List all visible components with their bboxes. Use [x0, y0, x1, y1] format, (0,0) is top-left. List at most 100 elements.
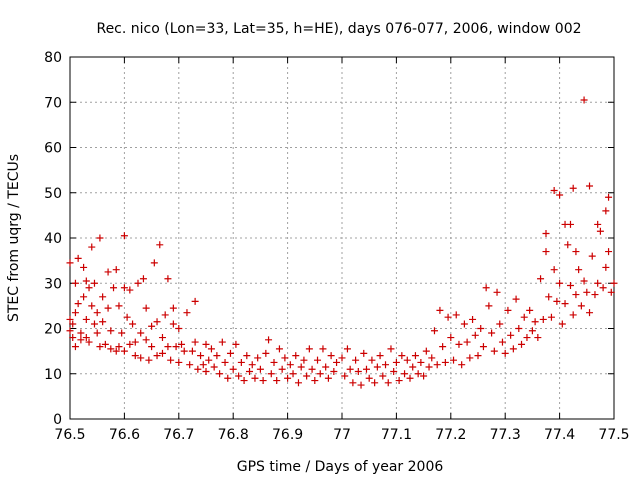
data-points	[66, 96, 618, 389]
data-point	[444, 313, 452, 321]
data-point	[466, 354, 474, 362]
data-point	[531, 318, 539, 326]
x-tick-label: 77.1	[381, 427, 412, 443]
data-point	[197, 352, 205, 360]
data-point	[518, 340, 526, 348]
data-point	[101, 340, 109, 348]
data-point	[558, 320, 566, 328]
data-point	[305, 345, 313, 353]
x-tick-label: 77	[333, 427, 351, 443]
data-point	[371, 379, 379, 387]
x-tick-label: 77.4	[544, 427, 575, 443]
data-point	[96, 234, 104, 242]
data-point	[605, 193, 613, 201]
data-point	[341, 372, 349, 380]
data-point	[66, 315, 74, 323]
data-point	[577, 302, 585, 310]
data-point	[90, 279, 98, 287]
data-point	[509, 345, 517, 353]
data-point	[96, 343, 104, 351]
data-point	[569, 184, 577, 192]
data-point	[267, 370, 275, 378]
data-point	[131, 338, 139, 346]
data-point	[566, 282, 574, 290]
data-point	[142, 304, 150, 312]
data-point	[278, 365, 286, 373]
data-point	[77, 336, 85, 344]
data-point	[349, 379, 357, 387]
data-point	[373, 363, 381, 371]
data-point	[224, 374, 232, 382]
data-point	[507, 331, 515, 339]
data-point	[164, 343, 172, 351]
data-point	[428, 354, 436, 362]
y-tick-label: 40	[44, 231, 62, 247]
data-point	[153, 318, 161, 326]
data-point	[120, 284, 128, 292]
data-point	[126, 340, 134, 348]
data-point	[504, 306, 512, 314]
data-point	[496, 320, 504, 328]
data-point	[292, 352, 300, 360]
data-point	[409, 363, 417, 371]
data-point	[175, 358, 183, 366]
data-point	[479, 343, 487, 351]
data-point	[180, 347, 188, 355]
data-point	[354, 367, 362, 375]
data-point	[120, 232, 128, 240]
x-tick-label: 77.3	[490, 427, 521, 443]
data-point	[398, 352, 406, 360]
data-point	[411, 352, 419, 360]
data-point	[256, 365, 264, 373]
y-tick-label: 10	[44, 367, 62, 383]
data-point	[251, 374, 259, 382]
data-point	[71, 343, 79, 351]
data-point	[569, 311, 577, 319]
axis-ticks	[69, 56, 615, 420]
data-point	[107, 345, 115, 353]
data-point	[420, 372, 428, 380]
data-point	[575, 266, 583, 274]
data-point	[246, 367, 254, 375]
data-point	[115, 302, 123, 310]
data-point	[80, 263, 88, 271]
data-point	[474, 352, 482, 360]
data-point	[566, 220, 574, 228]
data-point	[556, 191, 564, 199]
data-point	[126, 286, 134, 294]
y-tick-label: 0	[53, 412, 62, 428]
data-point	[439, 343, 447, 351]
data-point	[281, 354, 289, 362]
data-point	[594, 220, 602, 228]
data-point	[164, 275, 172, 283]
data-point	[583, 288, 591, 296]
data-point	[172, 343, 180, 351]
data-point	[303, 372, 311, 380]
data-point	[542, 229, 550, 237]
data-point	[469, 315, 477, 323]
data-point	[259, 377, 267, 385]
data-point	[273, 377, 281, 385]
data-point	[488, 329, 496, 337]
data-point	[191, 338, 199, 346]
data-point	[572, 248, 580, 256]
data-point	[490, 347, 498, 355]
y-tick-label: 70	[44, 95, 62, 111]
data-point	[286, 361, 294, 369]
data-point	[300, 356, 308, 364]
data-point	[188, 347, 196, 355]
data-point	[314, 356, 322, 364]
data-point	[338, 354, 346, 362]
data-point	[360, 349, 368, 357]
x-tick-label: 76.8	[218, 427, 249, 443]
data-point	[262, 349, 270, 357]
data-point	[158, 334, 166, 342]
data-point	[526, 306, 534, 314]
data-point	[430, 327, 438, 335]
data-point	[365, 374, 373, 382]
data-point	[265, 336, 273, 344]
data-point	[202, 340, 210, 348]
data-point	[324, 374, 332, 382]
data-point	[270, 358, 278, 366]
data-point	[564, 241, 572, 249]
